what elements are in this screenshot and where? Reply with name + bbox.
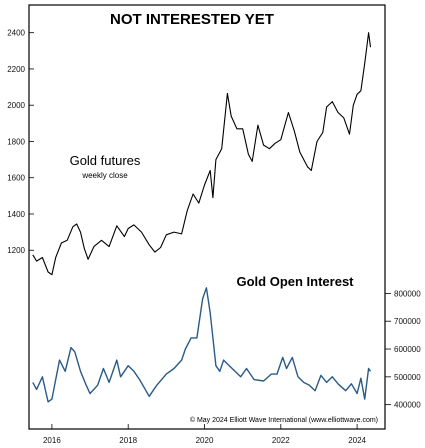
x-tick-label: 2020 bbox=[196, 436, 214, 445]
x-tick-label: 2024 bbox=[348, 436, 366, 445]
right-axis: 400000 500000 600000 700000 800000 bbox=[385, 289, 421, 410]
oi-series-line bbox=[32, 287, 372, 403]
x-tick-label: 2022 bbox=[272, 436, 290, 445]
x-tick-label: 2018 bbox=[119, 436, 137, 445]
left-tick-label: 1200 bbox=[7, 246, 25, 255]
left-tick-label: 1600 bbox=[7, 174, 25, 183]
left-tick-label: 2200 bbox=[7, 65, 25, 74]
right-tick-label: 800000 bbox=[394, 289, 421, 298]
plot-frame bbox=[28, 4, 386, 430]
right-tick-label: 600000 bbox=[394, 345, 421, 354]
gold-series-label: Gold futures bbox=[70, 153, 141, 168]
right-tick-label: 400000 bbox=[394, 401, 421, 410]
right-tick-label: 500000 bbox=[394, 373, 421, 382]
left-axis: 1200 1400 1600 1800 2000 2200 2400 bbox=[7, 29, 34, 255]
gold-series-sublabel: weekly close bbox=[81, 171, 128, 180]
left-tick-label: 1400 bbox=[7, 210, 25, 219]
left-tick-label: 2000 bbox=[7, 101, 25, 110]
chart-title: NOT INTERESTED YET bbox=[110, 11, 274, 28]
left-tick-label: 1800 bbox=[7, 137, 25, 146]
gold-series-line bbox=[32, 32, 372, 276]
x-tick-label: 2016 bbox=[43, 436, 61, 445]
x-axis: 2016 2018 2020 2022 2024 bbox=[43, 424, 367, 445]
oi-series-label: Gold Open Interest bbox=[236, 274, 354, 289]
right-tick-label: 700000 bbox=[394, 317, 421, 326]
copyright-note: © May 2024 Elliott Wave International (w… bbox=[190, 416, 378, 424]
left-tick-label: 2400 bbox=[7, 29, 25, 38]
